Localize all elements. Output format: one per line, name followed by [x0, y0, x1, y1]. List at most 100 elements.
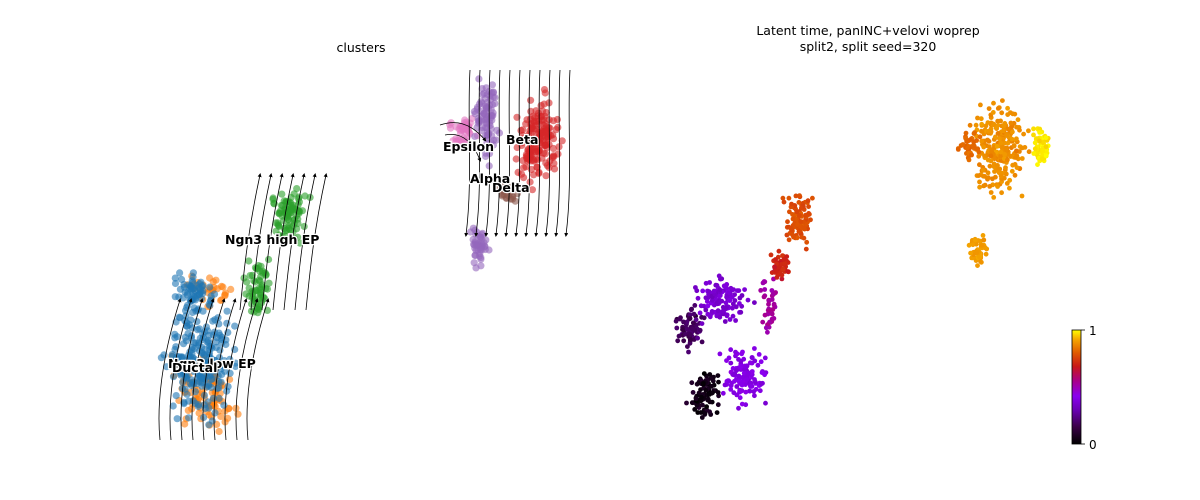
- cell-point-67: [224, 414, 232, 422]
- latent-point-773: [1001, 123, 1007, 128]
- cell-point-536: [240, 274, 248, 282]
- latent-point-776: [1003, 171, 1009, 177]
- latent-point-388: [762, 372, 767, 378]
- cell-point-748: [528, 186, 537, 194]
- latent-point-153: [690, 320, 696, 326]
- cell-point-552: [245, 257, 253, 265]
- cluster-label-6: Delta: [492, 180, 530, 195]
- latent-point-385: [759, 381, 764, 386]
- latent-point-318: [755, 362, 761, 368]
- latent-point-6: [715, 402, 721, 408]
- latent-point-403: [737, 395, 743, 401]
- streamline-11: [261, 173, 284, 311]
- latent-point-729: [977, 184, 982, 190]
- latent-point-840: [985, 175, 991, 181]
- latent-point-841: [979, 121, 985, 127]
- cell-point-372: [171, 279, 180, 288]
- latent-point-115: [681, 338, 687, 344]
- latent-point-1000: [968, 250, 973, 256]
- latent-point-642: [986, 106, 992, 111]
- cell-point-866: [554, 150, 562, 158]
- cell-point-925: [492, 185, 500, 194]
- latent-point-328: [739, 401, 745, 407]
- latent-point-945: [971, 139, 977, 145]
- velocity-streamlines: [158, 69, 571, 441]
- cell-point-687: [482, 152, 490, 160]
- latent-point-151: [699, 339, 705, 345]
- cell-point-896: [536, 137, 545, 145]
- cell-point-660: [492, 136, 500, 144]
- latent-point-1009: [977, 254, 982, 260]
- cell-point-674: [489, 112, 497, 120]
- latent-point-909: [1037, 130, 1042, 135]
- latent-point-499: [772, 264, 777, 270]
- cell-point-568: [468, 143, 476, 152]
- latent-point-257: [703, 307, 709, 313]
- cell-point-882: [549, 144, 558, 153]
- latent-point-433: [761, 294, 767, 300]
- latent-point-856: [983, 123, 989, 129]
- latent-point-696: [992, 169, 997, 174]
- latent-point-57: [709, 383, 714, 389]
- latent-point-958: [968, 137, 973, 143]
- latent-point-849: [1004, 147, 1009, 153]
- latent-point-97: [691, 311, 697, 317]
- latent-point-683: [987, 163, 993, 169]
- latent-point-384: [740, 374, 746, 380]
- latent-point-799: [1010, 162, 1016, 168]
- latent-point-790: [1014, 148, 1019, 154]
- cell-point-239: [193, 318, 201, 326]
- latent-point-573: [790, 216, 796, 222]
- latent-point-148: [685, 344, 690, 349]
- latent-point-404: [740, 349, 745, 355]
- latent-point-586: [798, 219, 804, 224]
- latent-point-743: [1019, 156, 1025, 161]
- latent-point-407: [751, 389, 757, 394]
- cell-point-843: [520, 164, 528, 172]
- cell-point-312: [205, 372, 214, 380]
- cell-point-889: [553, 115, 562, 124]
- cell-point-287: [231, 359, 240, 367]
- latent-point-273: [717, 287, 723, 293]
- latent-point-859: [1004, 181, 1010, 186]
- latent-point-952: [955, 147, 961, 152]
- cluster-label-3: Epsilon: [443, 139, 494, 154]
- streamline-24: [544, 69, 551, 237]
- latent-point-750: [991, 100, 996, 106]
- cell-point-755: [527, 96, 535, 104]
- latent-point-176: [722, 319, 728, 324]
- latent-point-400: [744, 377, 750, 382]
- cell-point-331: [223, 319, 231, 327]
- latent-point-853: [1004, 133, 1010, 138]
- latent-point-903: [1031, 151, 1037, 156]
- latent-point-652: [1026, 149, 1032, 155]
- latent-point-81: [696, 380, 701, 386]
- latent-point-544: [780, 195, 786, 201]
- latent-point-225: [698, 303, 704, 309]
- latent-point-144: [676, 333, 682, 339]
- latent-point-843: [1008, 120, 1014, 126]
- latent-point-224: [697, 310, 703, 316]
- latent-point-522: [786, 237, 792, 243]
- latent-point-210: [705, 311, 711, 317]
- latent-point-986: [970, 242, 976, 248]
- latent-point-806: [998, 153, 1004, 159]
- cell-point-136: [163, 363, 171, 371]
- cell-point-234: [160, 351, 168, 359]
- latent-point-63: [708, 376, 714, 381]
- latent-point-152: [680, 327, 685, 332]
- latent-point-780: [999, 144, 1005, 149]
- cell-point-498: [286, 207, 295, 215]
- latent-point-848: [1002, 152, 1007, 157]
- latent-point-372: [725, 378, 731, 383]
- latent-point-910: [1043, 144, 1049, 150]
- cell-point-848: [526, 127, 534, 135]
- cell-point-686: [485, 129, 493, 138]
- latent-point-797: [1007, 185, 1012, 191]
- latent-point-440: [771, 316, 777, 321]
- cell-point-921: [498, 186, 506, 194]
- latent-point-376: [728, 383, 734, 388]
- latent-point-296: [720, 390, 726, 396]
